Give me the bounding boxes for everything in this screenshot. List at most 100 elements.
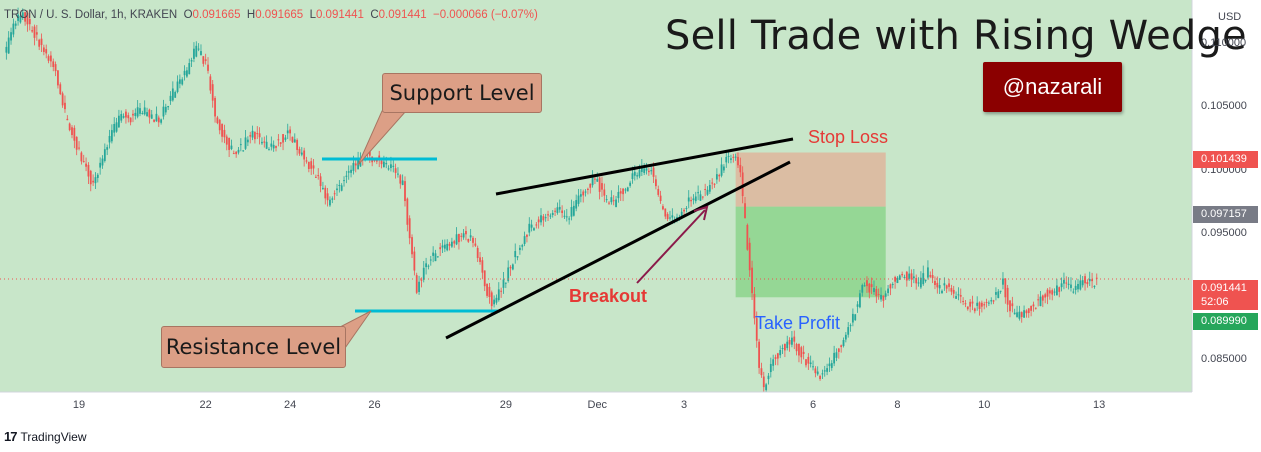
candle [35,24,38,41]
candle [530,219,533,232]
candle [936,276,939,294]
candle [516,256,519,261]
candle [171,81,174,102]
candle [558,199,561,213]
candle [113,117,116,137]
candle [439,242,442,257]
candle [455,227,458,246]
candle [387,165,390,171]
candle [812,360,814,371]
candle [479,252,481,265]
candle [19,11,22,24]
candle [80,151,83,165]
breakout-arrow [636,209,706,284]
candle [992,299,995,305]
candle [1004,278,1007,304]
candle [1044,292,1047,304]
candle [1051,288,1054,301]
candle [1018,305,1021,321]
candle [563,210,566,220]
candle [943,277,946,291]
candle [59,82,62,96]
candle [783,343,786,358]
candle [826,363,828,376]
candle [664,208,667,220]
candle [755,311,758,348]
candle [1011,296,1014,313]
candle [699,190,702,201]
wedge-lower-trendline[interactable] [445,160,791,340]
candle [917,277,920,287]
symbol-label[interactable]: TRON / U. S. Dollar, 1h, KRAKEN [4,9,178,21]
candle [793,330,796,350]
candle [805,359,807,368]
x-tick-label: 24 [283,399,297,411]
tradingview-branding[interactable]: 17 TradingView [4,429,87,444]
take-profit-label[interactable]: Take Profit [755,313,841,333]
candle [474,237,477,248]
candle [840,344,843,353]
candle [753,287,756,325]
candle [988,300,990,307]
low-label: L [309,9,316,21]
candle [200,44,202,56]
candle [118,109,120,129]
candle [33,24,36,46]
candle [338,180,341,193]
drawing-overlays [0,110,1192,360]
candle [908,266,911,281]
candle [40,33,43,52]
candle [870,277,873,295]
candle [1093,285,1096,289]
candle [800,345,803,364]
candle [912,269,915,284]
candle [225,134,228,151]
high-value: 0.091665 [255,9,304,21]
candle [432,246,435,263]
candle [814,366,817,378]
x-tick-label: 26 [368,399,381,411]
candle [148,108,151,124]
candle [549,213,552,220]
candle [230,139,233,151]
candle [523,231,526,247]
stop-loss-label[interactable]: Stop Loss [808,127,889,147]
stop-loss-zone [735,152,886,207]
candle [411,234,413,259]
candle [1025,309,1028,318]
open-value: 0.091665 [192,9,241,21]
candle [927,260,929,280]
candle [272,140,275,152]
candle [622,188,624,202]
resistance-level-callout[interactable]: Resistance Level [161,326,346,368]
candle [971,295,974,311]
candle [746,223,749,251]
candle [139,102,141,117]
candle [122,113,125,119]
candle [150,109,153,119]
candle [239,138,242,152]
support-level-callout[interactable]: Support Level [382,73,542,113]
breakout-label[interactable]: Breakout [569,286,648,306]
candle [284,134,287,142]
candle [603,183,606,203]
candle [340,183,343,192]
wedge-upper-trendline[interactable] [495,137,794,196]
candle [502,271,505,294]
candle [319,173,322,193]
currency-label[interactable]: USD [1218,11,1242,23]
candle [980,300,983,313]
candle [575,194,578,212]
candle [64,95,66,113]
candle [847,322,850,338]
candle [57,70,59,89]
candle [110,124,113,144]
candle [1063,272,1065,290]
candle [190,57,193,68]
candle [96,173,99,183]
candle [866,276,868,293]
candle [307,161,310,173]
candle [1046,288,1049,305]
candle [997,289,1000,299]
candle [650,165,653,175]
